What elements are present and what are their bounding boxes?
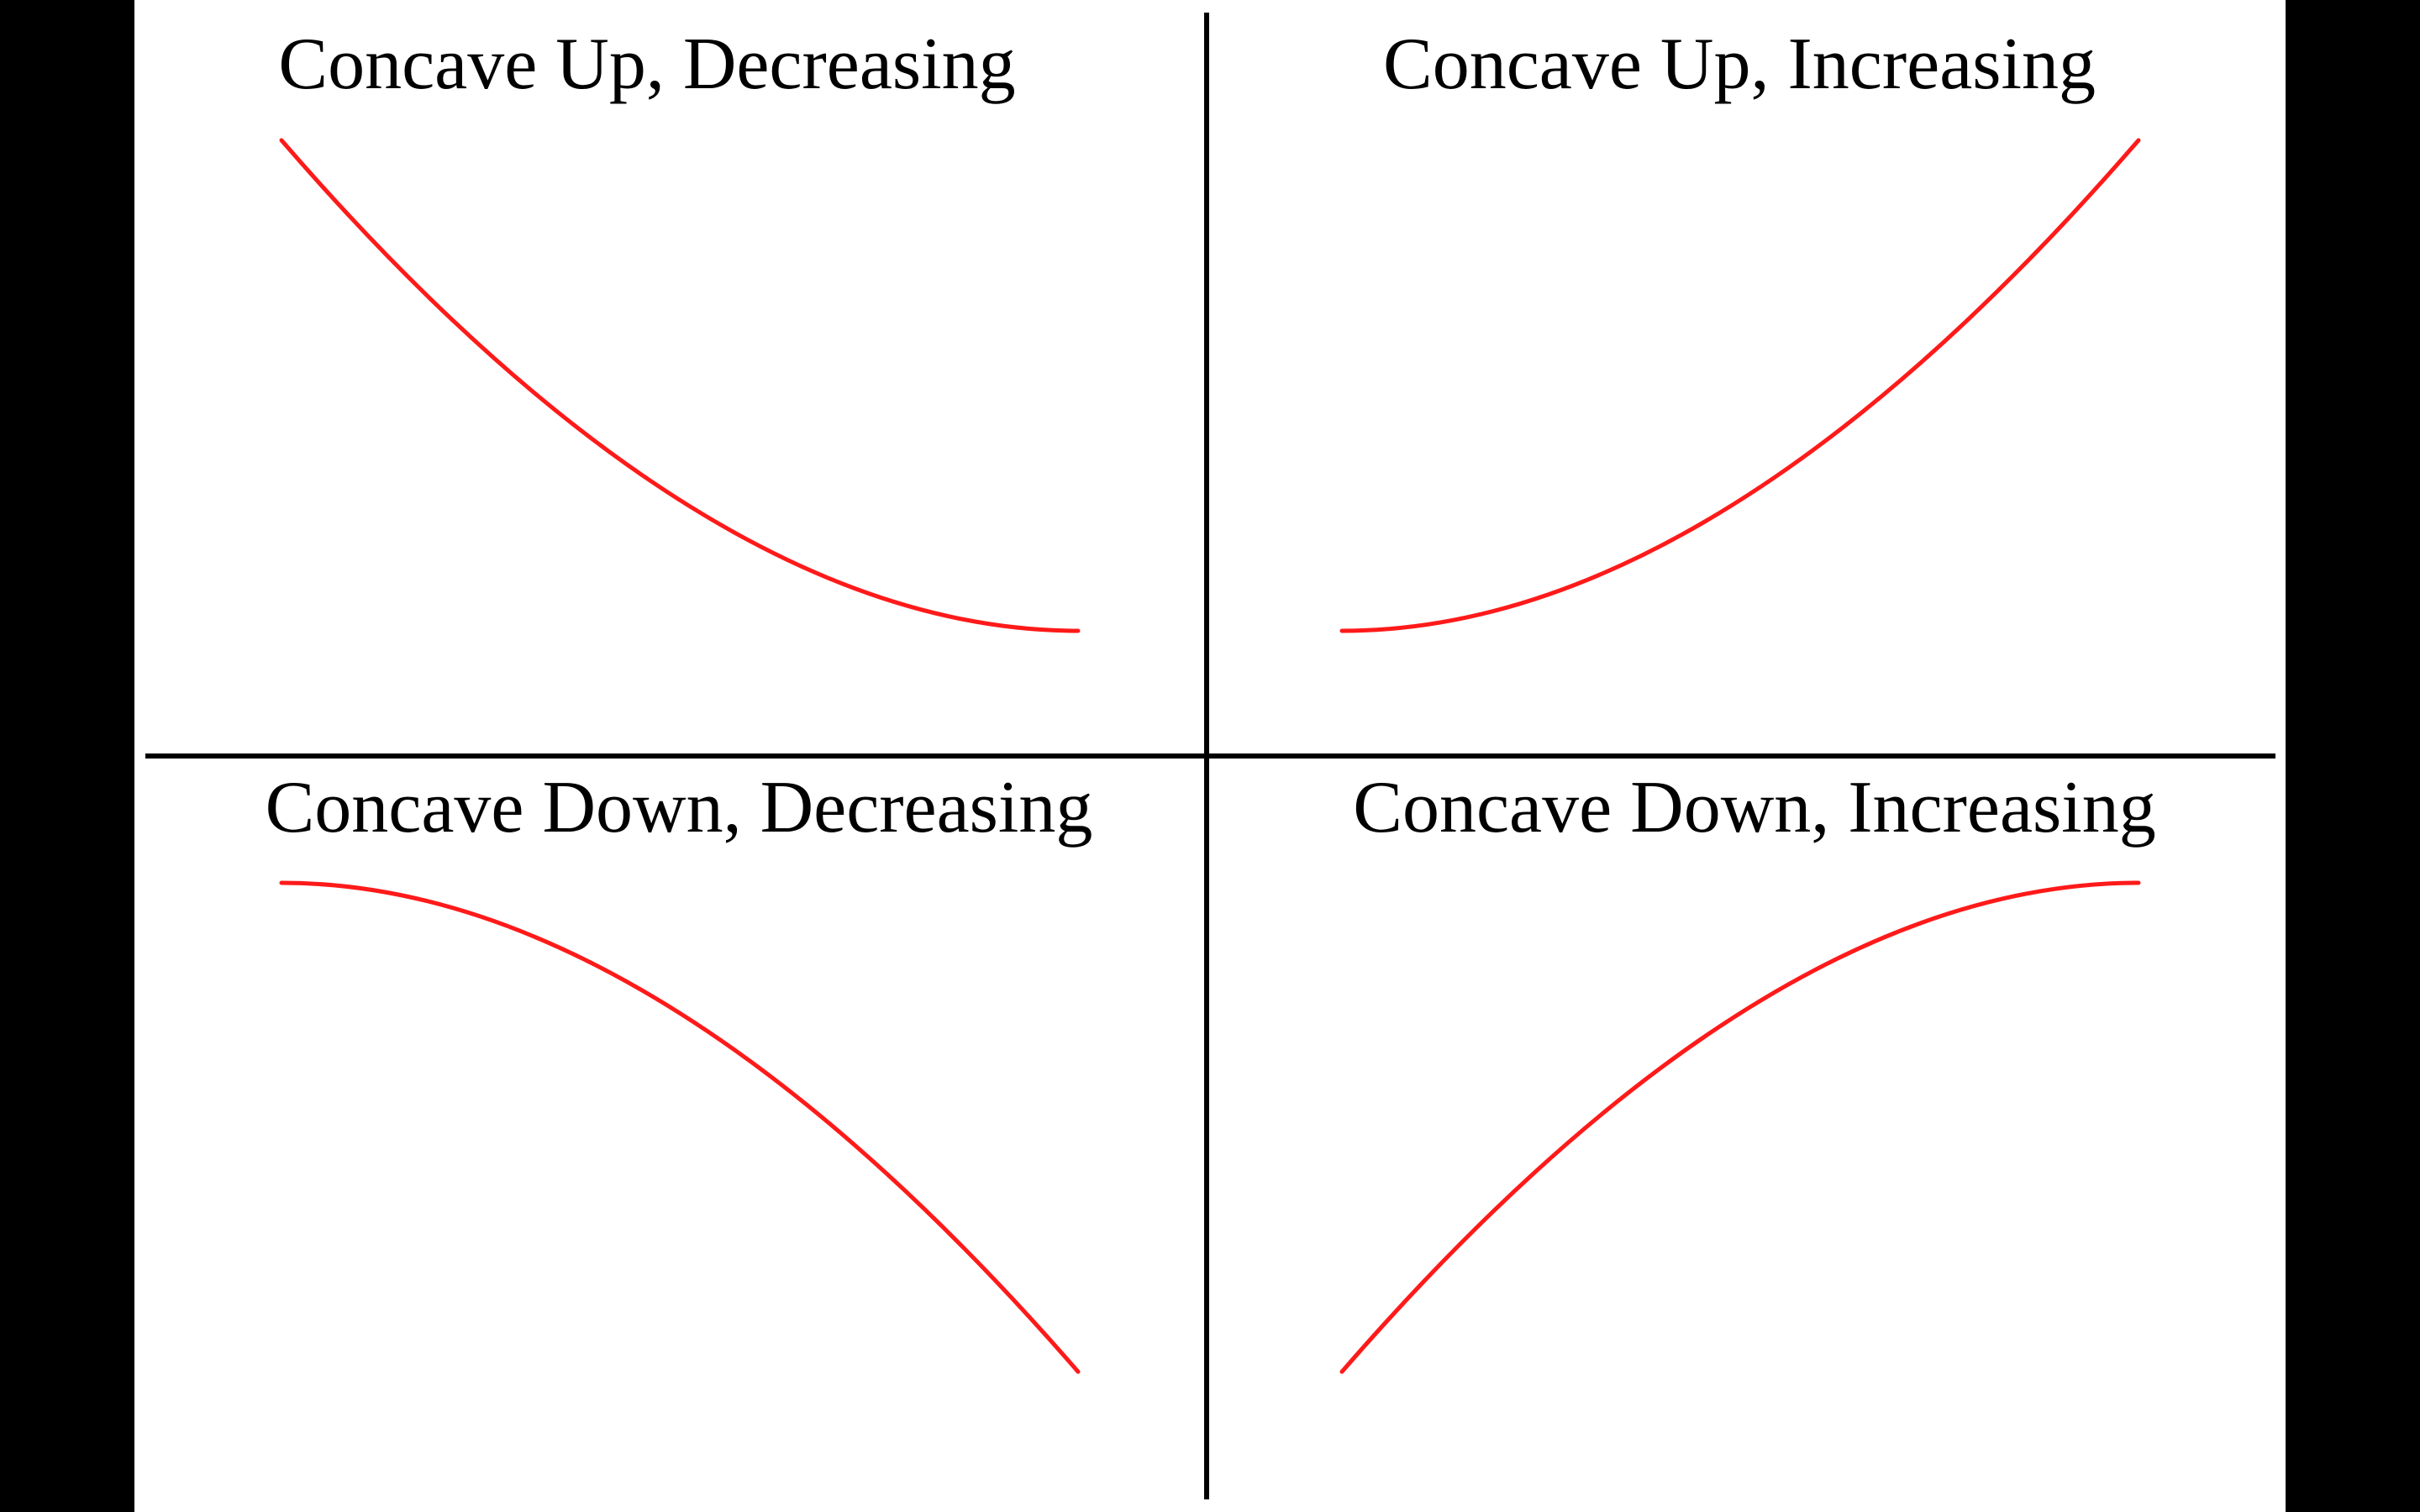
curve-concave-up-decreasing (279, 138, 1081, 633)
curve-concave-down-increasing (1339, 880, 2141, 1374)
title-concave-up-decreasing: Concave Up, Decreasing (278, 24, 1015, 105)
curve-concave-down-decreasing (279, 880, 1081, 1374)
title-concave-down-increasing: Concave Down, Increasing (1353, 767, 2155, 848)
curve-concave-up-increasing (1339, 138, 2141, 633)
title-concave-down-decreasing: Concave Down, Decreasing (266, 767, 1093, 848)
title-concave-up-increasing: Concave Up, Increasing (1383, 24, 2096, 105)
